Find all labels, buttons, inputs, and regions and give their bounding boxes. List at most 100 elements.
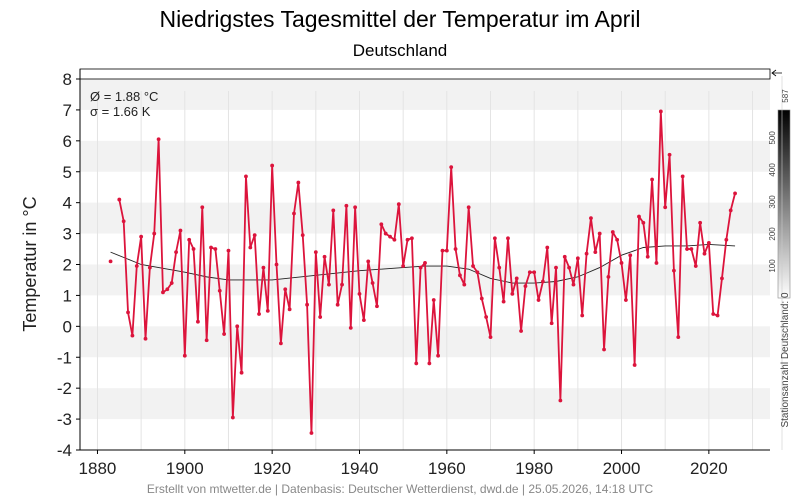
data-point [637, 214, 641, 219]
station-strip-cell [130, 69, 135, 79]
station-strip-cell [357, 69, 362, 79]
y-tick-label: 6 [63, 132, 72, 151]
station-strip-cell [732, 69, 738, 79]
data-point [274, 262, 279, 267]
station-strip-cell [283, 69, 288, 79]
y-tick-labels: 8 7 6 5 4 3 2 1 0 -1 -2 -3 -4 [57, 70, 80, 460]
station-strip-cell [361, 69, 367, 79]
data-point [724, 237, 729, 242]
station-strip-cell [711, 69, 716, 79]
data-point [672, 268, 676, 273]
station-strip-cell [331, 69, 336, 79]
station-strip-cell [601, 69, 607, 79]
station-strip-cell [112, 69, 118, 79]
station-strip-cell [121, 69, 127, 79]
data-point [720, 276, 724, 281]
data-point [545, 245, 550, 250]
data-point [379, 222, 384, 227]
x-tick-label: 1880 [79, 459, 117, 478]
data-point [169, 281, 174, 285]
station-strip-cell [409, 69, 415, 79]
station-strip-cell [571, 69, 576, 79]
station-strip-cell [370, 69, 376, 79]
station-strip-cell [366, 69, 371, 79]
station-strip-cell [444, 69, 450, 79]
station-strip-cell [422, 69, 428, 79]
station-strip-cell [221, 69, 227, 79]
station-strip-cell [553, 69, 559, 79]
data-point [527, 270, 532, 275]
data-point [410, 236, 414, 241]
station-strip-cell [204, 69, 210, 79]
data-point [541, 279, 545, 284]
station-strip-cell [309, 69, 314, 79]
station-strip-cell [466, 69, 472, 79]
y-tick-label: 4 [63, 194, 72, 213]
station-strip-cell [230, 69, 236, 79]
colorbar-gradient [777, 109, 791, 299]
data-point [562, 254, 567, 259]
station-strip-cell [178, 69, 183, 79]
station-strip-cell [619, 69, 625, 79]
station-strip-cell [654, 69, 659, 79]
series-group [108, 109, 737, 435]
data-point [265, 308, 270, 313]
station-strip-cell [383, 69, 389, 79]
data-point [200, 205, 205, 210]
data-point [331, 208, 336, 213]
station-strip-cell [326, 69, 332, 79]
data-point [244, 174, 248, 179]
data-point [117, 197, 122, 202]
band [80, 79, 770, 110]
station-strip-cell [322, 69, 328, 79]
data-point [458, 273, 462, 278]
data-point [209, 245, 213, 250]
data-point [401, 264, 406, 268]
station-strip-cell [715, 69, 721, 79]
station-strip-cell [117, 69, 122, 79]
station-strip-cell [265, 69, 271, 79]
station-strip-cell [274, 69, 280, 79]
station-strip-cell [147, 69, 153, 79]
data-point [147, 265, 152, 270]
station-strip-cell [702, 69, 707, 79]
data-point [462, 282, 467, 287]
data-point [108, 259, 113, 264]
data-point [667, 152, 672, 157]
strip-arrow-icon [771, 69, 782, 77]
station-strip-cell [566, 69, 572, 79]
data-point [327, 282, 331, 287]
data-point [715, 313, 720, 318]
station-strip-cell [387, 69, 393, 79]
data-point [423, 261, 427, 265]
data-point [405, 237, 410, 242]
station-strip-cell [457, 69, 463, 79]
data-point [475, 270, 480, 275]
station-strip-cell [623, 69, 629, 79]
station-strip-cell [318, 69, 323, 79]
colorbar-tick-label: 100 [768, 259, 777, 273]
data-point [340, 282, 344, 287]
colorbar-tick-label: 400 [768, 163, 777, 177]
station-strip-cell [200, 69, 205, 79]
data-point [344, 203, 349, 208]
data-point [554, 265, 558, 270]
data-point [126, 310, 130, 315]
data-point [733, 191, 737, 196]
data-point [728, 208, 733, 213]
station-strip-cell [470, 69, 476, 79]
station-strip-cell [374, 69, 380, 79]
station-strip-cell [641, 69, 646, 79]
data-point [375, 304, 379, 309]
data-point [174, 250, 178, 255]
data-point [466, 205, 471, 210]
data-point [628, 253, 633, 258]
data-point [632, 363, 637, 367]
data-point [217, 288, 222, 293]
station-strip-cell [304, 69, 310, 79]
y-tick-label: 8 [63, 70, 72, 89]
station-strip-cell [531, 69, 537, 79]
station-strip-cell [134, 69, 140, 79]
station-strip-cell [138, 69, 144, 79]
